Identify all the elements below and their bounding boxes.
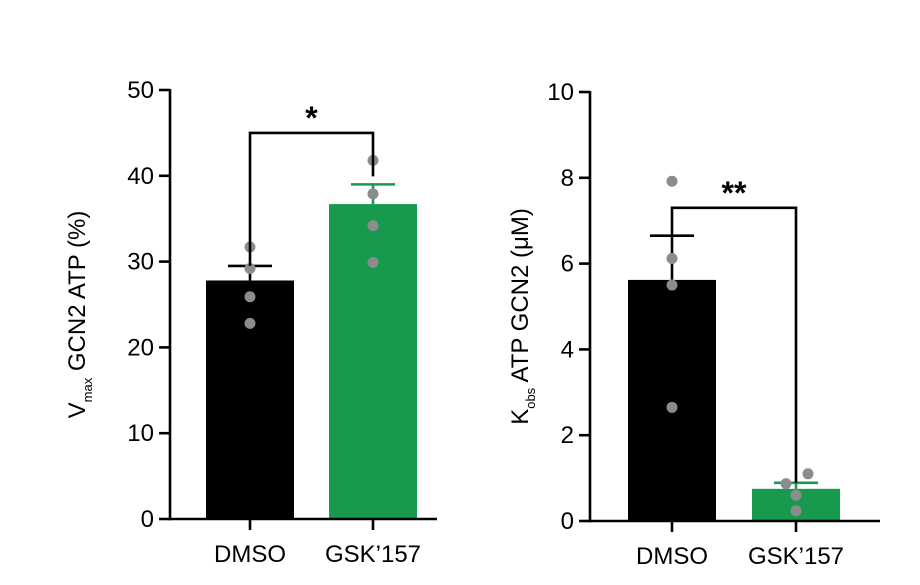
data-point — [780, 478, 792, 490]
y-axis-title-main: V — [64, 402, 91, 418]
y-axis-title: Vmax GCN2 ATP (%) — [64, 211, 95, 419]
y-tick-label: 10 — [547, 79, 574, 106]
y-axis-title-subscript: obs — [523, 387, 538, 408]
y-axis-title: Kobs ATP GCN2 (μM) — [507, 208, 538, 425]
y-tick-label: 0 — [561, 508, 574, 535]
y-tick-label: 6 — [561, 251, 574, 278]
bar-gsk157 — [329, 204, 417, 519]
data-point — [367, 220, 379, 232]
data-point — [666, 401, 678, 413]
x-tick-label: GSK’157 — [325, 541, 421, 568]
y-axis-title-subscript: max — [80, 377, 95, 402]
y-tick-label: 30 — [127, 249, 154, 276]
y-tick-label: 2 — [561, 422, 574, 449]
data-point — [244, 291, 256, 303]
significance-bracket — [670, 206, 798, 483]
vmax-panel: 0 10 20 30 40 50 DMSO GSK’157 Vmax GCN2 ATP (%) * — [64, 77, 437, 568]
significance-label: ** — [722, 175, 747, 211]
y-axis-title-main: K — [507, 409, 534, 425]
bar-dmso — [206, 280, 294, 519]
y-axis-title-rest: ATP GCN2 (μM) — [507, 208, 534, 388]
data-point — [367, 256, 379, 268]
data-point — [367, 188, 379, 200]
y-tick-label: 4 — [561, 336, 574, 363]
x-tick-label: GSK’157 — [748, 543, 844, 570]
data-point — [802, 468, 814, 480]
data-point — [244, 262, 256, 274]
y-tick-label: 10 — [127, 420, 154, 447]
data-point — [666, 279, 678, 291]
data-point — [244, 317, 256, 329]
y-tick-label: 0 — [141, 506, 154, 533]
significance-label: * — [305, 100, 318, 136]
kobs-panel: 0 2 4 6 8 10 DMSO GSK’157 Kobs ATP GCN2 (μM) ** — [507, 79, 880, 570]
bar-dmso — [628, 279, 716, 521]
data-point — [790, 505, 802, 517]
y-tick-label: 50 — [127, 77, 154, 104]
data-point — [666, 252, 678, 264]
y-axis-title-rest: GCN2 ATP (%) — [64, 211, 91, 378]
y-tick-label: 20 — [127, 334, 154, 361]
x-tick-label: DMSO — [636, 543, 708, 570]
y-tick-label: 40 — [127, 163, 154, 190]
y-tick-label: 8 — [561, 165, 574, 192]
significance-bracket — [248, 131, 375, 266]
x-tick-label: DMSO — [214, 541, 286, 568]
data-point — [666, 175, 678, 187]
data-point — [790, 489, 802, 501]
